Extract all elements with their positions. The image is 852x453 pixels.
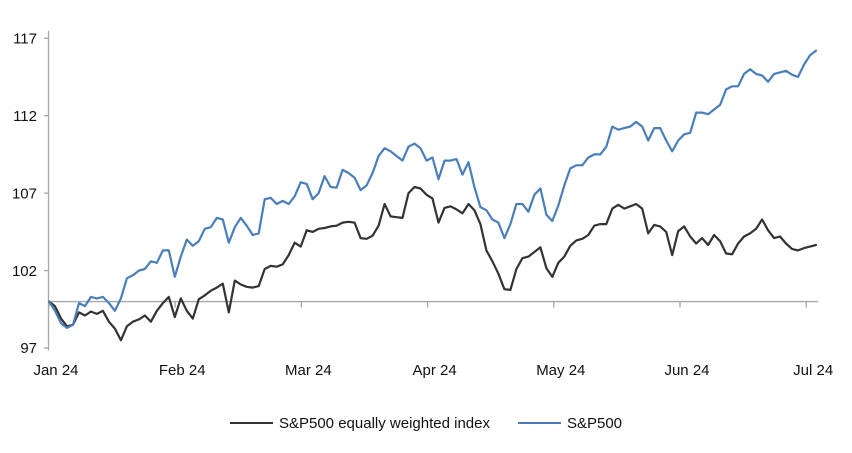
x-tick-label-May-24: May 24: [536, 362, 585, 379]
x-tick-label-Jan-24: Jan 24: [33, 362, 78, 379]
x-tick-label-Feb-24: Feb 24: [159, 362, 206, 379]
y-tick-label-107: 107: [12, 185, 37, 202]
y-tick-label-102: 102: [12, 263, 37, 280]
legend-line-sample-equal-weight: [229, 421, 273, 425]
y-tick-label-117: 117: [13, 31, 37, 48]
x-tick-label-Apr-24: Apr 24: [412, 362, 456, 379]
legend-item-sp500: S&P500: [517, 414, 623, 432]
chart-legend: S&P500 equally weighted index S&P500: [0, 412, 852, 434]
legend-label-sp500: S&P500: [566, 414, 623, 432]
x-tick-label-Mar-24: Mar 24: [285, 362, 332, 379]
x-tick-label-Jun-24: Jun 24: [664, 362, 709, 379]
y-tick-label-112: 112: [13, 108, 37, 125]
legend-line-sample-sp500: [517, 421, 561, 425]
sp500-equal-weight-line: [47, 185, 818, 342]
x-tick-label-Jul-24: Jul 24: [793, 362, 833, 379]
legend-label-equal-weight: S&P500 equally weighted index: [278, 414, 490, 432]
y-tick-label-97: 97: [20, 340, 37, 357]
sp500-line: [47, 49, 818, 329]
legend-item-equal-weight: S&P500 equally weighted index: [229, 414, 490, 432]
line-chart: 97 102 107 112 117 Jan 24 Feb 24 Mar 24 Apr 24 Ma…: [12, 31, 833, 380]
